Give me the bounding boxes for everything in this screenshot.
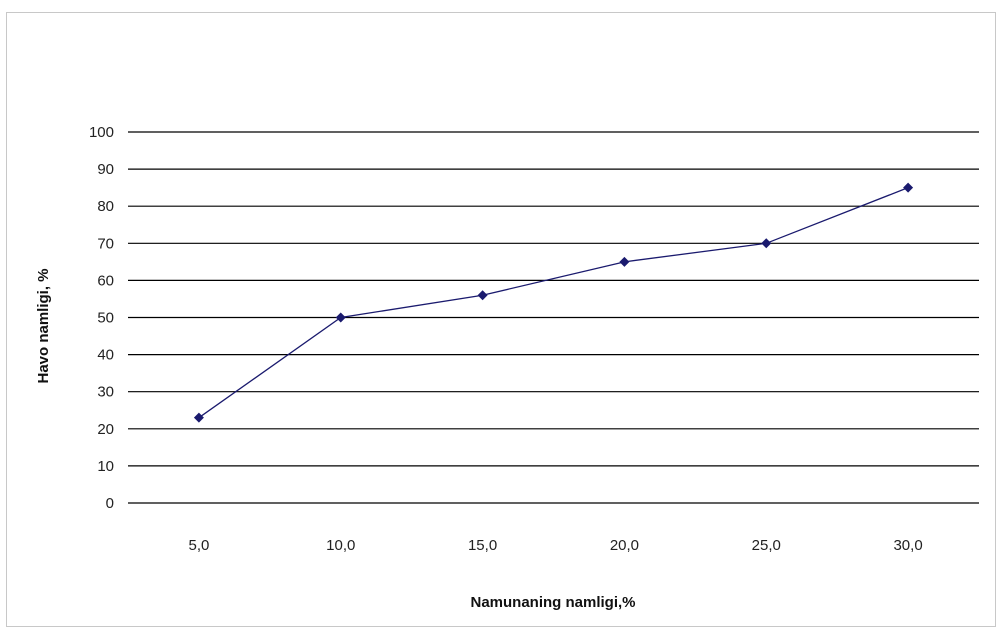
- line-chart: 0 10 20 30 40 50 60 70 80 90 100 5,0 10,0 15,0 20,0 25…: [35, 124, 979, 611]
- x-tick-label: 15,0: [468, 537, 497, 554]
- data-point-marker: [477, 290, 488, 301]
- y-tick-labels: 0 10 20 30 40 50 60 70 80 90 100: [89, 124, 114, 512]
- data-point-marker: [619, 256, 630, 267]
- y-tick-label: 40: [97, 347, 114, 364]
- y-tick-label: 50: [97, 310, 114, 327]
- y-axis-title: Havo namligi, %: [35, 268, 52, 383]
- series-line: [198, 187, 909, 419]
- x-tick-label: 20,0: [610, 537, 639, 554]
- x-axis-title: Namunaning namligi,%: [470, 594, 635, 611]
- data-point-marker: [193, 412, 204, 423]
- data-point-marker: [335, 312, 346, 323]
- chart-frame: 0 10 20 30 40 50 60 70 80 90 100 5,0 10,0 15,0 20,0 25…: [6, 12, 996, 627]
- y-tick-label: 70: [97, 235, 114, 252]
- x-tick-label: 25,0: [752, 537, 781, 554]
- data-point-marker: [761, 238, 772, 249]
- y-tick-label: 10: [97, 458, 114, 475]
- y-tick-label: 100: [89, 124, 114, 141]
- gridlines: [128, 131, 979, 504]
- y-tick-label: 0: [106, 495, 114, 512]
- series-layer: [193, 182, 914, 423]
- x-tick-label: 30,0: [893, 537, 922, 554]
- x-tick-labels: 5,0 10,0 15,0 20,0 25,0 30,0: [188, 537, 922, 554]
- y-tick-label: 30: [97, 384, 114, 401]
- y-tick-label: 20: [97, 421, 114, 438]
- y-tick-label: 60: [97, 272, 114, 289]
- y-tick-label: 90: [97, 161, 114, 178]
- x-tick-label: 5,0: [188, 537, 209, 554]
- y-tick-label: 80: [97, 198, 114, 215]
- data-point-marker: [903, 182, 914, 193]
- x-tick-label: 10,0: [326, 537, 355, 554]
